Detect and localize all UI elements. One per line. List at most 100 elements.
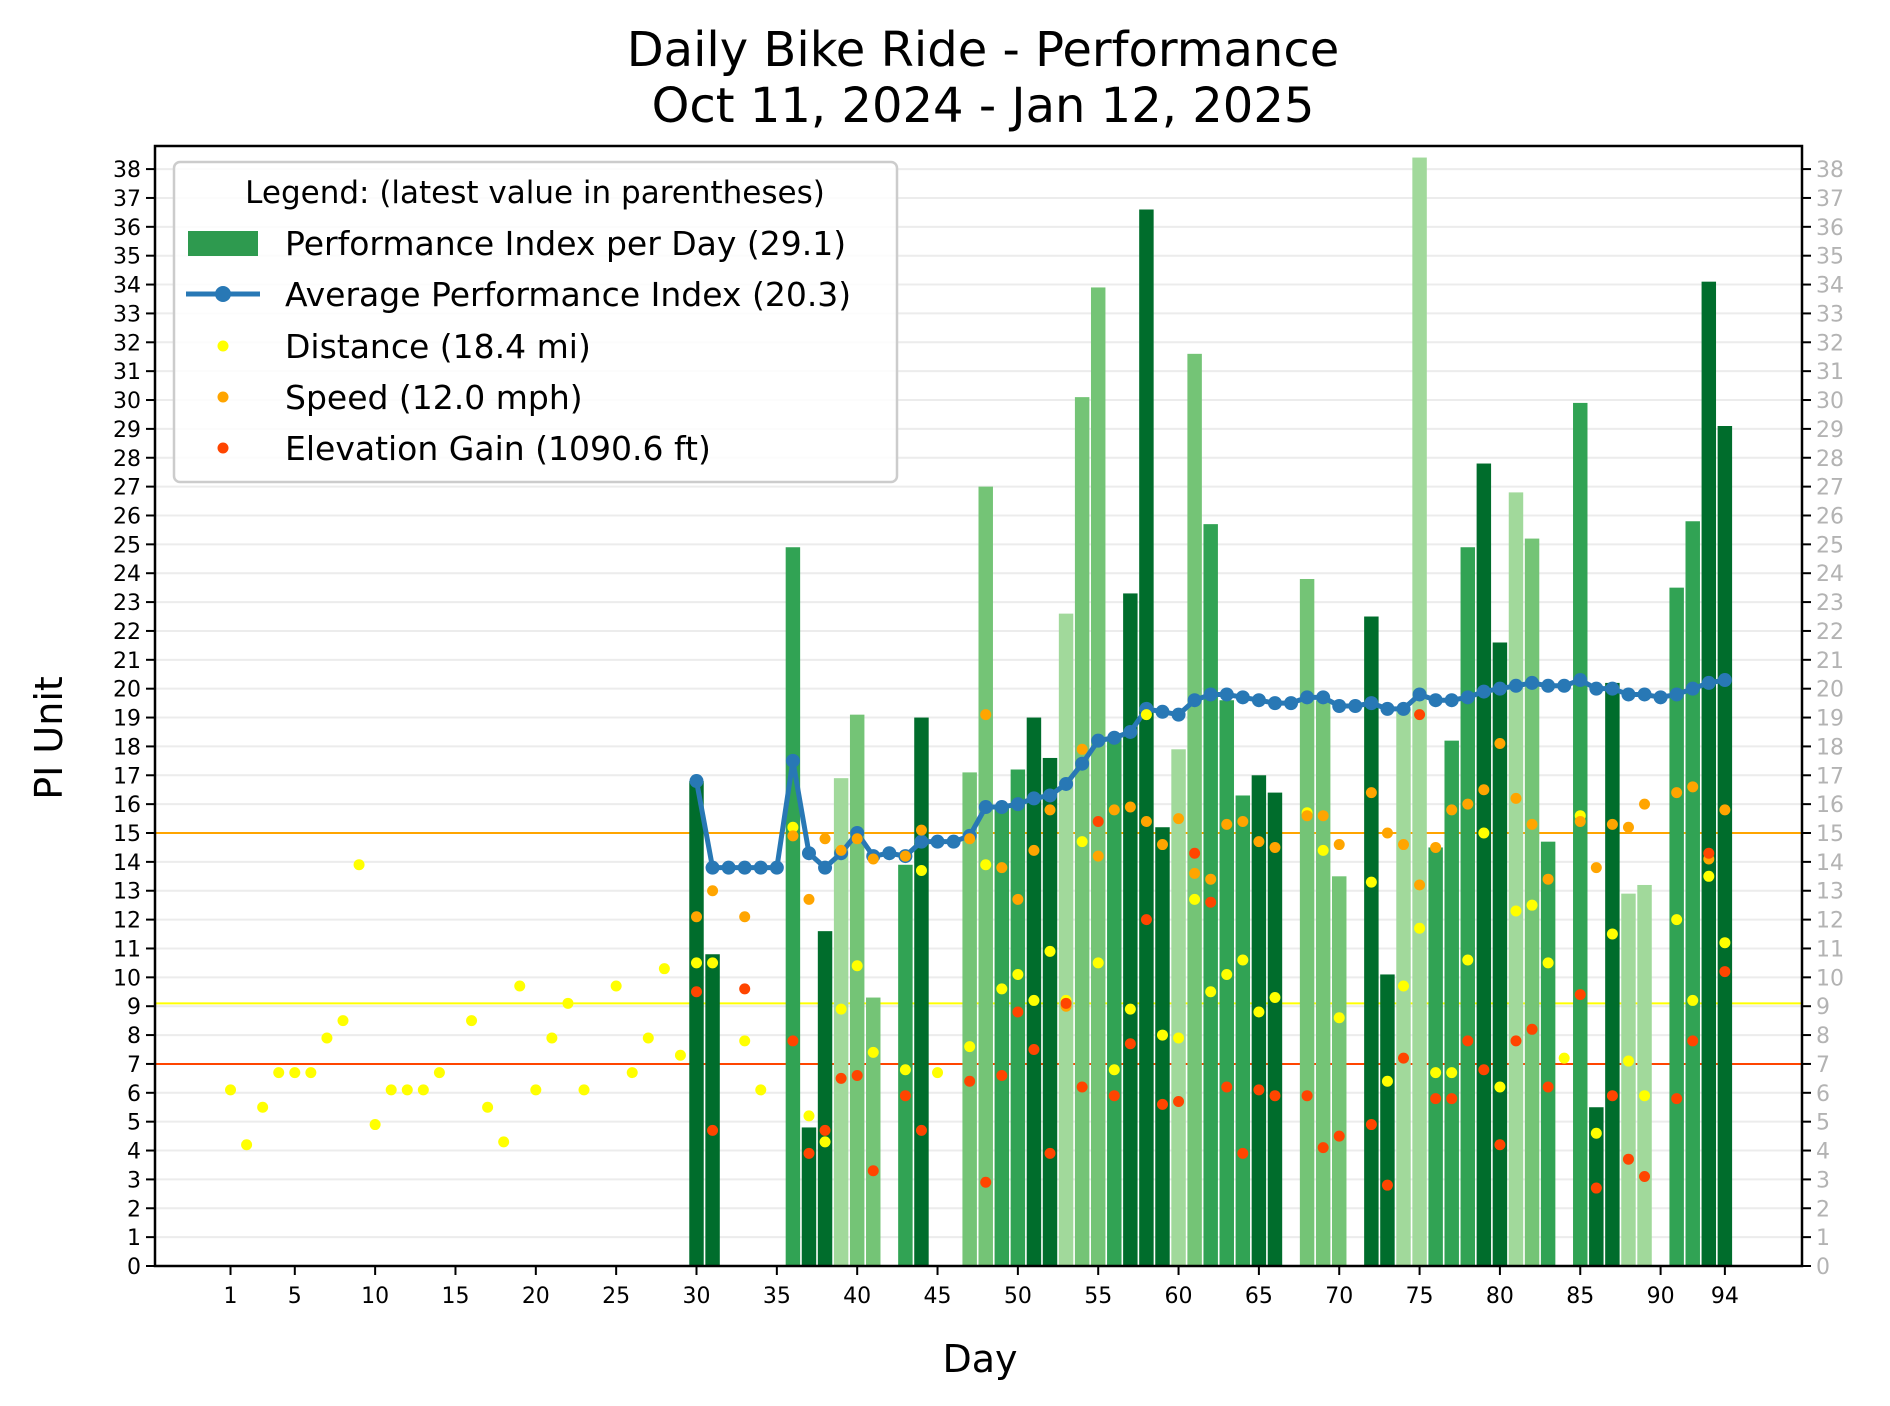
y-tick-label: 30 xyxy=(113,389,141,414)
average-line-point xyxy=(705,860,720,875)
average-line-point xyxy=(1107,730,1122,745)
average-line-point xyxy=(769,860,784,875)
distance-point xyxy=(1156,1029,1168,1041)
performance-bar xyxy=(978,486,993,1267)
elevation-point xyxy=(980,1176,992,1188)
y-tick-label: 37 xyxy=(113,187,141,212)
performance-bar xyxy=(962,772,977,1266)
y-axis-label: PI Unit xyxy=(27,676,71,800)
distance-point xyxy=(257,1101,269,1113)
distance-point xyxy=(1124,1003,1136,1015)
speed-point xyxy=(1333,839,1345,851)
y-tick-label-right: 20 xyxy=(1816,678,1844,703)
elevation-point xyxy=(867,1165,879,1177)
distance-point xyxy=(401,1084,413,1096)
elevation-point xyxy=(1028,1044,1040,1056)
performance-bar xyxy=(1123,593,1138,1266)
distance-point xyxy=(1446,1067,1458,1079)
speed-point xyxy=(980,709,992,721)
average-line-point xyxy=(1492,681,1507,696)
performance-bar xyxy=(1380,974,1395,1266)
speed-point xyxy=(707,885,719,897)
average-line-point xyxy=(1219,687,1234,702)
distance-point xyxy=(610,980,622,992)
y-tick-label-right: 34 xyxy=(1816,274,1844,299)
elevation-point xyxy=(915,1124,927,1136)
x-tick-label: 80 xyxy=(1486,1284,1514,1309)
average-line-point xyxy=(1685,681,1700,696)
distance-point xyxy=(482,1101,494,1113)
distance-point xyxy=(1381,1075,1393,1087)
distance-point xyxy=(691,957,703,969)
distance-point xyxy=(851,960,863,972)
elevation-point xyxy=(899,1090,911,1102)
average-line-point xyxy=(1251,693,1266,708)
average-line-point xyxy=(1428,693,1443,708)
y-tick-label: 28 xyxy=(113,447,141,472)
elevation-point xyxy=(1189,847,1201,859)
elevation-point xyxy=(1140,914,1152,926)
speed-point xyxy=(1253,836,1265,848)
legend-label-performance-index: Performance Index per Day (29.1) xyxy=(285,224,846,263)
performance-bar xyxy=(689,781,704,1266)
distance-point xyxy=(1044,945,1056,957)
average-line-point xyxy=(882,846,897,861)
speed-point xyxy=(1478,784,1490,796)
y-tick-label: 38 xyxy=(113,158,141,183)
y-tick-label-right: 35 xyxy=(1816,245,1844,270)
distance-point xyxy=(1317,844,1329,856)
distance-point xyxy=(225,1084,237,1096)
y-tick-label: 1 xyxy=(127,1226,141,1251)
distance-point xyxy=(803,1110,815,1122)
speed-point xyxy=(1414,879,1426,891)
distance-point xyxy=(369,1119,381,1131)
distance-point xyxy=(867,1046,879,1058)
y-tick-label: 34 xyxy=(113,274,141,299)
speed-point xyxy=(835,844,847,856)
elevation-point xyxy=(1092,815,1104,827)
average-line-point xyxy=(1412,687,1427,702)
average-line-point xyxy=(1364,696,1379,711)
average-line-point xyxy=(1187,693,1202,708)
average-line-point xyxy=(930,834,945,849)
distance-point xyxy=(1687,994,1699,1006)
y-tick-label: 20 xyxy=(113,678,141,703)
performance-bar xyxy=(1605,682,1620,1266)
distance-point xyxy=(1430,1067,1442,1079)
performance-bar xyxy=(1299,578,1315,1266)
distance-point xyxy=(1639,1090,1651,1102)
y-tick-label: 11 xyxy=(113,937,141,962)
speed-point xyxy=(1381,827,1393,839)
y-tick-label: 3 xyxy=(127,1168,141,1193)
distance-point xyxy=(433,1067,445,1079)
speed-point xyxy=(1671,787,1683,799)
y-tick-label: 19 xyxy=(113,707,141,732)
elevation-point xyxy=(1365,1119,1377,1131)
distance-point xyxy=(658,963,670,975)
y-tick-label: 12 xyxy=(113,909,141,934)
distance-point xyxy=(305,1067,317,1079)
distance-point xyxy=(1542,957,1554,969)
y-tick-label-right: 2 xyxy=(1816,1197,1830,1222)
speed-point xyxy=(1108,804,1120,816)
y-tick-label: 23 xyxy=(113,591,141,616)
y-tick-label-right: 12 xyxy=(1816,909,1844,934)
y-tick-label-right: 22 xyxy=(1816,620,1844,645)
y-tick-label-right: 17 xyxy=(1816,764,1844,789)
y-tick-label: 13 xyxy=(113,880,141,905)
speed-point xyxy=(1156,839,1168,851)
speed-point xyxy=(1542,873,1554,885)
performance-bar xyxy=(1203,524,1218,1266)
y-tick-label-right: 27 xyxy=(1816,476,1844,501)
distance-point xyxy=(899,1064,911,1076)
speed-point xyxy=(1044,804,1056,816)
speed-point xyxy=(1205,873,1217,885)
elevation-point xyxy=(1446,1093,1458,1105)
average-line-point xyxy=(1701,675,1716,690)
speed-point xyxy=(1494,738,1506,750)
distance-point xyxy=(1189,893,1201,905)
y-tick-label: 4 xyxy=(127,1140,141,1165)
distance-point xyxy=(1028,994,1040,1006)
speed-point xyxy=(1092,850,1104,862)
performance-bar xyxy=(1573,402,1588,1266)
